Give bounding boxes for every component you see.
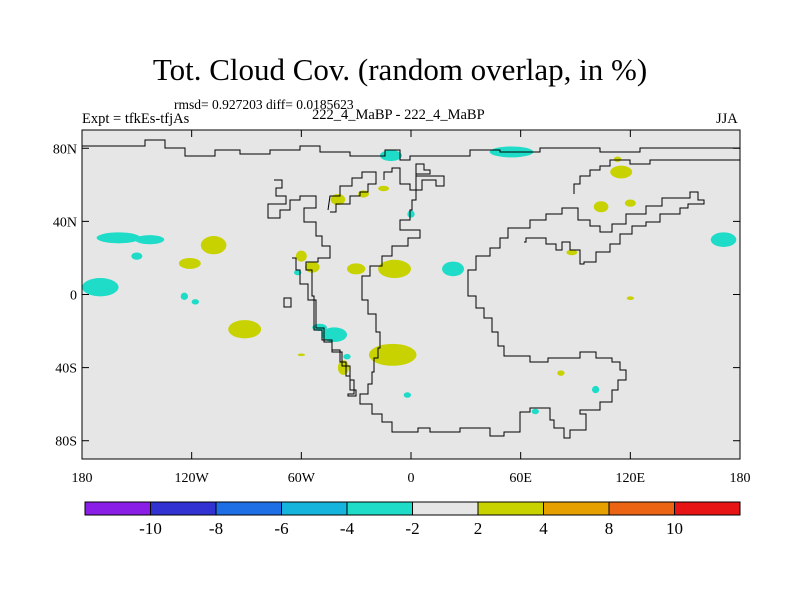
anomaly-patch-24: [180, 292, 189, 300]
anomaly-patch-37: [531, 408, 539, 415]
colorbar-swatch-8: [608, 501, 675, 516]
colorbar-swatch-1: [150, 501, 217, 516]
y-tick-label-4: 80S: [55, 435, 77, 450]
anomaly-patch-13: [200, 236, 227, 255]
y-tick-label-2: 0: [70, 289, 77, 304]
map-panel: 180 120W 60W 0 60E 120E 180 80N 40N 0 40S 80S: [53, 129, 751, 486]
colorbar: -10 -8 -6 -4 -2 2 4 8 10: [84, 501, 741, 538]
anomaly-patches: [82, 146, 737, 415]
rmsd-diff-stats: rmsd= 0.927203 diff= 0.0185623: [174, 97, 354, 112]
anomaly-patch-26: [626, 296, 634, 300]
anomaly-patch-32: [343, 353, 351, 360]
colorbar-swatch-6: [477, 501, 544, 516]
colorbar-swatch-2: [215, 501, 282, 516]
coastline-island: [283, 297, 292, 308]
anomaly-patch-25: [191, 299, 199, 305]
anomaly-patch-35: [591, 385, 600, 394]
colorbar-label-8: 10: [666, 519, 683, 538]
colorbar-label-7: 8: [605, 519, 614, 538]
map-background: [82, 130, 740, 459]
anomaly-patch-22: [566, 249, 578, 256]
colorbar-swatch-0: [84, 501, 151, 516]
y-tick-label-0: 80N: [53, 142, 77, 157]
map-title: Tot. Cloud Cov. (random overlap, in %): [152, 52, 648, 87]
anomaly-patch-21: [442, 261, 465, 277]
anomaly-patch-3: [610, 165, 633, 179]
colorbar-swatch-3: [281, 501, 348, 516]
colorbar-label-6: 4: [539, 519, 548, 538]
season-label: JJA: [716, 111, 738, 127]
anomaly-patch-12: [135, 235, 165, 245]
y-axis: 80N 40N 0 40S 80S: [53, 142, 740, 450]
anomaly-patch-23: [82, 278, 119, 297]
anomaly-patch-27: [228, 320, 262, 339]
y-tick-label-3: 40S: [55, 362, 77, 377]
anomaly-patch-2: [613, 156, 622, 162]
colorbar-label-2: -6: [274, 519, 288, 538]
anomaly-patch-15: [131, 252, 143, 260]
anomaly-patch-9: [624, 199, 636, 207]
x-tick-label-4: 60E: [509, 471, 532, 486]
anomaly-patch-30: [368, 343, 417, 366]
colorbar-label-1: -8: [209, 519, 223, 538]
anomaly-patch-28: [321, 327, 348, 343]
anomaly-patch-8: [593, 201, 609, 213]
colorbar-label-4: -2: [405, 519, 419, 538]
x-axis: 180 120W 60W 0 60E 120E 180: [72, 130, 751, 486]
coastline-americas: [267, 179, 357, 397]
colorbar-label-3: -4: [340, 519, 355, 538]
anomaly-patch-6: [378, 185, 390, 192]
x-tick-label-5: 120E: [616, 471, 646, 486]
x-tick-label-2: 60W: [288, 471, 316, 486]
x-tick-label-0: 180: [72, 471, 93, 486]
colorbar-label-0: -10: [139, 519, 162, 538]
colorbar-swatch-4: [346, 501, 413, 516]
x-tick-label-6: 180: [730, 471, 751, 486]
anomaly-patch-10: [710, 232, 737, 247]
anomaly-patch-19: [347, 263, 366, 275]
coastline-arctic: [82, 139, 740, 161]
anomaly-patch-16: [295, 250, 307, 262]
anomaly-patch-36: [403, 392, 411, 398]
anomaly-patch-7: [407, 210, 415, 218]
x-tick-label-1: 120W: [175, 471, 210, 486]
coastline-greenland: [327, 171, 377, 213]
colorbar-label-5: 2: [474, 519, 483, 538]
colorbar-swatch-7: [543, 501, 610, 516]
colorbar-swatch-9: [674, 501, 741, 516]
anomaly-patch-34: [557, 370, 565, 376]
dataset-label: 222_4_MaBP - 222_4_MaBP: [312, 107, 485, 123]
colorbar-swatch-5: [412, 501, 479, 516]
anomaly-patch-14: [178, 257, 201, 269]
anomaly-patch-11: [96, 232, 141, 244]
anomaly-patch-4: [330, 193, 346, 205]
coastline-siberia: [573, 159, 740, 194]
anomaly-patch-20: [378, 259, 411, 279]
coastline-eurasia-africa: [359, 163, 705, 439]
x-tick-label-3: 0: [408, 471, 415, 486]
anomaly-patch-33: [297, 353, 305, 357]
y-tick-label-1: 40N: [53, 215, 77, 230]
experiment-label: Expt = tfkEs-tfjAs: [82, 111, 190, 127]
